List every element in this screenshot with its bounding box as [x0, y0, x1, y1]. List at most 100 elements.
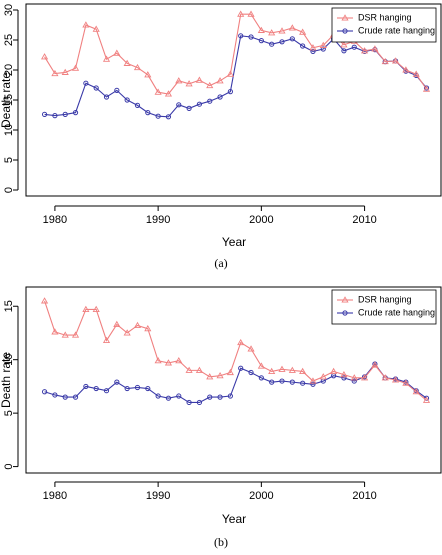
chart-a-crude-point	[320, 46, 326, 52]
chart-a-dsr-point	[154, 88, 162, 95]
chart-a-crude-point	[93, 85, 99, 91]
chart-a-crude-point	[134, 102, 141, 109]
chart-a-dsr-point	[175, 77, 183, 84]
chart-a-dsr-point	[102, 55, 111, 62]
chart-b-crude-point	[238, 365, 244, 371]
chart-a-y-tick-label: 25	[3, 34, 15, 46]
chart-b-crude-point	[41, 389, 48, 395]
chart-b-crude-point	[351, 378, 357, 384]
chart-a-dsr-point	[206, 81, 214, 89]
chart-b-dsr-point	[361, 374, 369, 381]
chart-b-crude-point	[258, 375, 264, 381]
chart-a-x-tick-label: 1990	[146, 214, 170, 226]
chart-b-crude-point	[310, 381, 316, 387]
chart-a-dsr-line	[44, 13, 427, 95]
chart-b-crude-point	[145, 385, 151, 392]
chart-b-dsr-point	[206, 373, 214, 380]
chart-a-crude-point	[279, 39, 285, 45]
chart-a-crude-point	[103, 94, 110, 100]
chart-b-plot-frame	[25, 286, 442, 474]
chart-b-crude-point	[52, 392, 58, 398]
chart-a-y-tick-label: 0	[3, 187, 15, 193]
chart-b-dsr-point	[195, 366, 203, 373]
chart-a-dsr-point	[422, 85, 431, 92]
chart-a-crude-point	[41, 111, 48, 118]
chart-a-y-axis-label: Death rate	[0, 72, 13, 128]
chart-a-y-tick-label: 15	[3, 94, 15, 106]
chart-b-crude-point	[103, 388, 110, 394]
chart-a-x-tick-label: 2010	[352, 214, 376, 226]
chart-a-legend-box	[331, 7, 437, 43]
chart-a-dsr-point	[71, 64, 80, 71]
chart-b-x-axis-label: Year	[222, 512, 246, 526]
chart-a-dsr-point	[340, 41, 348, 48]
chart-a-crude-point	[207, 98, 213, 104]
chart-a-y-tick-label: 5	[3, 157, 15, 163]
chart-b-crude-point	[62, 394, 68, 400]
chart-b-crude-point	[124, 385, 130, 392]
chart-a-dsr-point	[123, 59, 131, 66]
chart-b-crude-point	[186, 399, 192, 406]
chart-b-crude-point	[300, 380, 306, 386]
chart-b-dsr-point	[278, 365, 286, 372]
chart-b-dsr-point	[123, 329, 131, 336]
chart-b-x-tick-label: 1990	[146, 490, 170, 502]
chart-b-crude-point	[289, 379, 295, 385]
chart-b-dsr-point	[216, 372, 224, 379]
chart-b-x-tick-label: 2010	[352, 490, 376, 502]
chart-a-dsr-point	[257, 26, 265, 33]
chart-a-dsr-point	[144, 71, 152, 78]
chart-b-legend-box	[331, 289, 437, 325]
chart-a-y-tick-label: 20	[3, 64, 15, 76]
chart-b-dsr-point	[175, 357, 183, 364]
chart-a-dsr-point	[391, 57, 400, 64]
chart-b-caption: (b)	[214, 535, 228, 549]
chart-b-dsr-point	[133, 321, 142, 329]
chart-a-dsr-point	[92, 25, 100, 32]
chart-a-crude-point	[186, 105, 192, 112]
chart-a-crude-point	[145, 110, 151, 116]
chart-b-dsr-point	[41, 297, 49, 304]
chart-b-dsr-point	[412, 388, 420, 395]
chart-b-y-axis-label: Death rate	[0, 352, 13, 408]
chart-b-legend-crude-marker	[342, 310, 348, 316]
chart-b-y-tick-label: 0	[3, 464, 15, 470]
chart-b-dsr-point	[381, 374, 389, 381]
chart-a-dsr-point	[278, 27, 286, 34]
chart-a-y-tick-label: 10	[3, 124, 15, 136]
chart-b-x-tick-label: 2000	[249, 490, 273, 502]
chart-a-dsr-point	[133, 63, 142, 71]
chart-b-dsr-point	[144, 324, 152, 332]
chart-b-crude-point	[114, 379, 120, 385]
chart-b-dsr-point	[309, 377, 317, 384]
chart-a-crude-point	[351, 44, 357, 50]
chart-b-dsr-point	[422, 396, 431, 403]
chart-b-dsr-point	[164, 359, 173, 366]
chart-b-dsr-point	[350, 374, 358, 381]
chart-a-crude-point	[217, 94, 223, 100]
chart-a-dsr-point	[309, 44, 317, 51]
chart-a-dsr-point	[319, 41, 327, 48]
chart-b-crude-point	[134, 384, 141, 391]
chart-b-dsr-point	[391, 376, 400, 383]
chart-b-crude-point	[248, 369, 254, 376]
chart-a-dsr-point	[216, 77, 224, 84]
chart-a-dsr-point	[381, 57, 389, 65]
chart-a-dsr-point	[247, 10, 255, 17]
chart-b-crude-point	[72, 394, 79, 400]
chart-a-y-tick-label: 30	[3, 4, 15, 16]
chart-a-crude-point	[62, 111, 68, 118]
chart-a-dsr-point	[41, 53, 49, 60]
chart-b-crude-point	[93, 385, 99, 392]
chart-b-crude-point	[279, 378, 285, 384]
chart-a-dsr-point	[82, 21, 90, 28]
chart-a-crude-point	[196, 101, 203, 107]
chart-b-dsr-point	[71, 331, 80, 338]
chart-b-legend-dsr-label: DSR hanging	[358, 294, 412, 304]
chart-b-dsr-point	[371, 361, 379, 368]
chart-b-dsr-point	[92, 305, 100, 312]
chart-b-y-tick-label: 10	[3, 354, 15, 366]
chart-a-crude-point	[289, 36, 295, 42]
chart-a-dsr-point	[361, 47, 369, 54]
chart-b-y-tick-label: 15	[3, 300, 15, 312]
